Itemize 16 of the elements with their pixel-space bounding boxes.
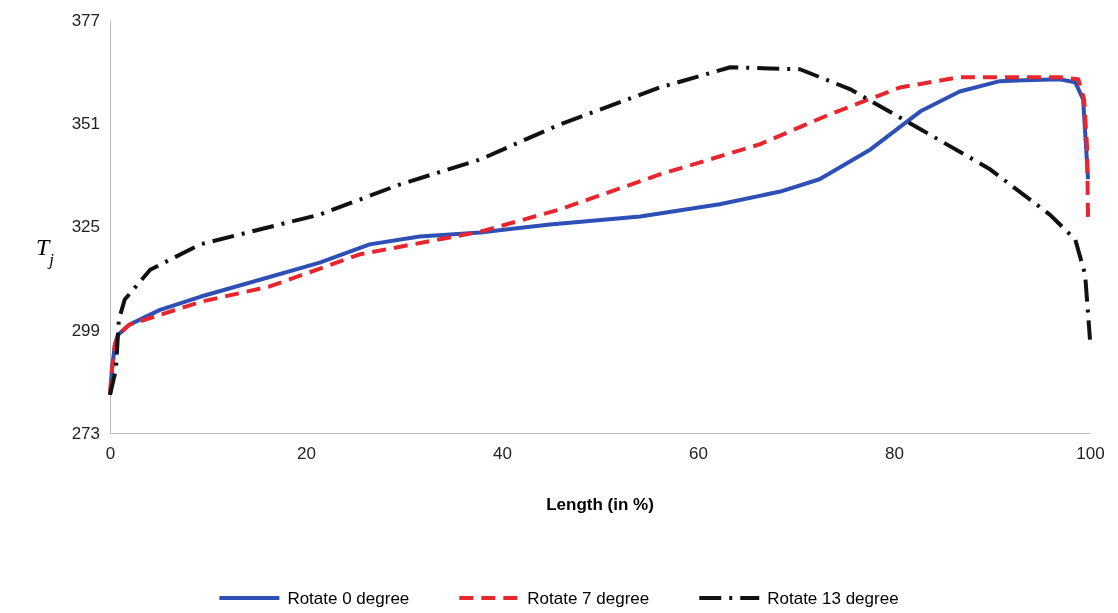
legend-label: Rotate 7 degree [527,589,650,608]
legend-label: Rotate 13 degree [767,589,899,608]
legend-label: Rotate 0 degree [287,589,410,608]
y-tick-label: 377 [71,10,100,30]
x-tick-label: 60 [689,444,708,464]
x-tick-label: 100 [1076,444,1105,464]
x-tick-label: 40 [493,444,512,464]
x-tick-label: 80 [885,444,904,464]
y-tick-label: 325 [71,217,100,237]
y-tick-label: 299 [71,320,100,340]
y-tick-label: 273 [71,423,100,443]
y-tick-label: 351 [71,114,100,134]
x-axis-title: Length (in %) [546,495,654,514]
y-axis-title: T$_{j}$ [35,233,55,268]
x-tick-label: 20 [297,444,316,464]
x-tick-label: 0 [105,444,116,464]
